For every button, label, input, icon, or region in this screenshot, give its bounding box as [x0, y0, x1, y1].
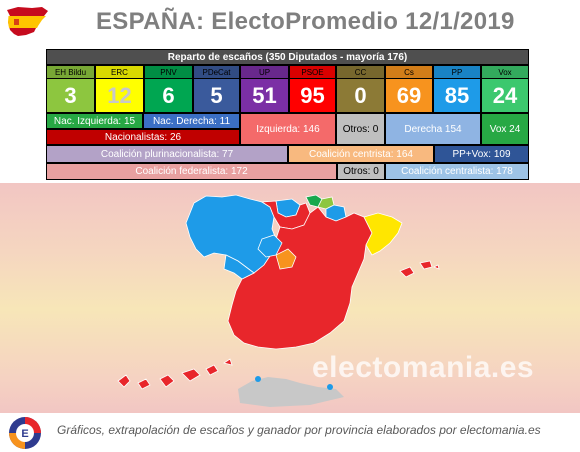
- federalista-label: Coalición federalista: 172: [47, 164, 336, 179]
- party-seats-pp: 85: [434, 79, 480, 112]
- party-seats-up: 51: [241, 79, 288, 112]
- map-region-balearics: [399, 260, 440, 278]
- party-seats-cc: 0: [337, 79, 384, 112]
- party-tag-psoe: PSOE: [290, 66, 335, 78]
- party-tag-cs: Cs: [386, 66, 432, 78]
- party-tag-pp: PP: [434, 66, 480, 78]
- footer-credit: Gráficos, extrapolación de escaños y gan…: [57, 423, 541, 437]
- nac-derecha-label: Nac. Derecha: 11: [144, 114, 239, 128]
- centralista-label: Coalición centralista: 178: [386, 164, 528, 179]
- party-seats-vox: 24: [482, 79, 528, 112]
- page-title: ESPAÑA: ElectoPromedio 12/1/2019: [96, 8, 515, 35]
- map-region-pp-southwest: [223, 254, 255, 280]
- pp-vox-label: PP+Vox: 109: [435, 146, 528, 162]
- izquierda-label: Izquierda: 146: [241, 114, 335, 144]
- party-tag-eh-bildu: EH Bildu: [47, 66, 94, 78]
- map-region-erc: [363, 212, 403, 256]
- party-tag-up: UP: [241, 66, 288, 78]
- header: ESPAÑA: ElectoPromedio 12/1/2019: [0, 0, 580, 44]
- spain-map-flag-icon: [7, 7, 48, 36]
- vox-label: Vox 24: [482, 114, 528, 144]
- party-seats-pnv: 6: [145, 79, 192, 112]
- party-tag-pdecat: PDeCat: [194, 66, 239, 78]
- party-seats-erc: 12: [96, 79, 143, 112]
- nacionalistas-label: Nacionalistas: 26: [47, 130, 239, 144]
- panel-heading: Reparto de escaños (350 Diputados - mayo…: [47, 50, 528, 64]
- party-seats-pdecat: 5: [194, 79, 239, 112]
- province-winner-map: electomania.es: [0, 183, 580, 413]
- otros-label: Otros: 0: [337, 114, 384, 144]
- map-region-psoe-north: [260, 200, 311, 230]
- plurinacionalista-label: Coalición plurinacionalista: 77: [47, 146, 287, 162]
- party-tag-cc: CC: [337, 66, 384, 78]
- map-region-north-africa: [238, 377, 344, 407]
- svg-text:E: E: [21, 428, 28, 440]
- party-seats-psoe: 95: [290, 79, 335, 112]
- centrista-label: Coalición centrista: 164: [289, 146, 433, 162]
- map-region-ceuta: [255, 376, 261, 382]
- otros-coalicion-label: Otros: 0: [338, 164, 384, 179]
- party-tag-vox: Vox: [482, 66, 528, 78]
- map-region-psoe-interior: [227, 206, 373, 350]
- party-tag-erc: ERC: [96, 66, 143, 78]
- electomania-logo-icon: E: [9, 417, 41, 449]
- map-region-cs-madrid: [275, 248, 297, 270]
- watermark: electomania.es: [312, 351, 535, 384]
- party-tag-pnv: PNV: [145, 66, 192, 78]
- spain-province-map: [117, 194, 440, 407]
- derecha-label: Derecha 154: [386, 114, 480, 144]
- party-seats-eh-bildu: 3: [47, 79, 94, 112]
- map-region-melilla: [327, 384, 333, 390]
- party-seats-cs: 69: [386, 79, 432, 112]
- nac-izquierda-label: Nac. Izquierda: 15: [47, 114, 142, 128]
- footer: E Gráficos, extrapolación de escaños y g…: [0, 413, 580, 452]
- map-region-canaries: [117, 358, 233, 390]
- seat-distribution-panel: Reparto de escaños (350 Diputados - mayo…: [46, 49, 529, 180]
